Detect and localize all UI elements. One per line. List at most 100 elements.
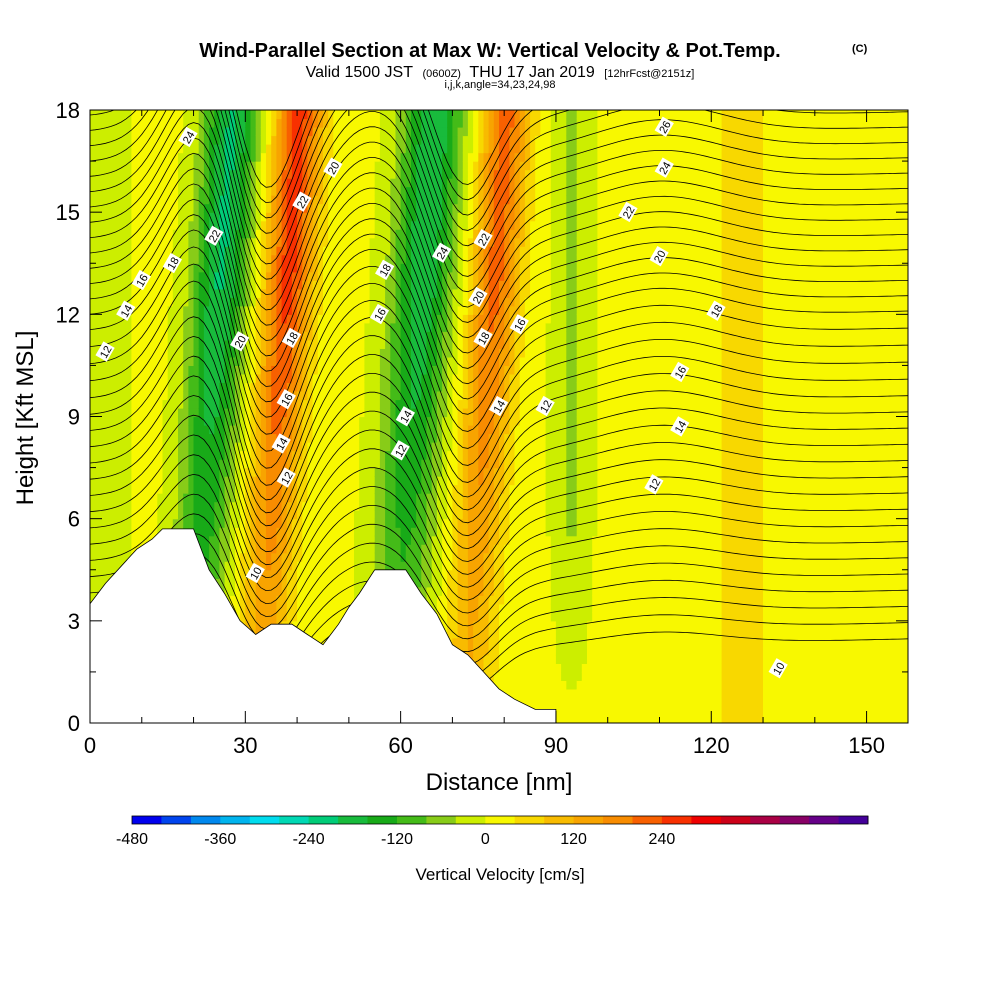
velocity-cell	[411, 425, 417, 435]
velocity-cell	[271, 356, 277, 366]
velocity-cell	[281, 416, 288, 426]
velocity-cell	[317, 552, 324, 562]
velocity-cell	[240, 271, 246, 281]
velocity-cell	[245, 493, 252, 503]
velocity-cell	[152, 339, 158, 349]
velocity-cell	[188, 280, 195, 290]
velocity-cell	[219, 288, 226, 298]
velocity-cell	[260, 186, 267, 196]
velocity-cell	[281, 365, 288, 375]
velocity-cell	[364, 425, 371, 435]
velocity-cell	[183, 169, 189, 179]
velocity-cell	[172, 118, 179, 128]
velocity-cell	[442, 331, 448, 341]
velocity-cell	[115, 399, 122, 409]
velocity-cell	[307, 416, 314, 426]
velocity-cell	[390, 510, 397, 520]
velocity-cell	[188, 161, 195, 171]
velocity-cell	[416, 203, 422, 213]
velocity-cell	[317, 408, 324, 418]
velocity-cell	[105, 408, 112, 418]
velocity-cell	[229, 280, 236, 290]
velocity-cell	[131, 195, 138, 205]
velocity-cell	[426, 373, 433, 383]
velocity-cell	[286, 442, 293, 452]
velocity-cell	[100, 110, 107, 120]
velocity-cell	[395, 373, 402, 383]
velocity-cell	[276, 135, 283, 145]
velocity-cell	[224, 408, 231, 418]
velocity-cell	[141, 391, 148, 401]
velocity-cell	[266, 127, 272, 137]
velocity-cell	[105, 280, 112, 290]
velocity-cell	[328, 493, 334, 503]
velocity-cell	[266, 271, 272, 281]
velocity-cell	[286, 408, 293, 418]
velocity-cell	[411, 535, 417, 545]
velocity-cell	[188, 493, 195, 503]
velocity-cell	[312, 459, 319, 469]
velocity-cell	[317, 603, 324, 613]
velocity-cell	[260, 399, 267, 409]
velocity-cell	[255, 339, 262, 349]
velocity-cell	[323, 339, 329, 349]
velocity-cell	[317, 493, 324, 503]
velocity-cell	[224, 365, 231, 375]
velocity-cell	[286, 220, 293, 230]
velocity-cell	[245, 382, 252, 392]
velocity-cell	[323, 305, 329, 315]
velocity-cell	[312, 203, 319, 213]
velocity-cell	[209, 195, 215, 205]
velocity-cell	[203, 373, 210, 383]
velocity-cell	[307, 212, 314, 222]
velocity-cell	[395, 544, 402, 554]
velocity-cell	[126, 331, 132, 341]
velocity-cell	[162, 322, 169, 332]
velocity-cell	[436, 356, 443, 366]
velocity-cell	[436, 110, 443, 120]
velocity-cell	[146, 484, 153, 494]
velocity-cell	[203, 254, 210, 264]
velocity-cell	[162, 195, 169, 205]
velocity-cell	[297, 442, 303, 452]
velocity-cell	[291, 518, 298, 528]
velocity-cell	[198, 373, 205, 383]
velocity-cell	[167, 169, 174, 179]
velocity-cell	[421, 348, 428, 358]
velocity-cell	[162, 305, 169, 315]
velocity-cell	[224, 297, 231, 307]
velocity-cell	[219, 510, 226, 520]
velocity-cell	[162, 135, 169, 145]
velocity-cell	[276, 271, 283, 281]
velocity-cell	[188, 169, 195, 179]
velocity-cell	[209, 331, 215, 341]
velocity-cell	[178, 450, 184, 460]
velocity-cell	[328, 305, 334, 315]
velocity-cell	[146, 467, 153, 477]
velocity-cell	[100, 118, 107, 128]
velocity-cell	[436, 603, 443, 613]
velocity-cell	[379, 510, 386, 520]
velocity-cell	[95, 186, 101, 196]
velocity-cell	[302, 603, 309, 613]
velocity-cell	[421, 518, 428, 528]
velocity-cell	[411, 365, 417, 375]
velocity-cell	[188, 263, 195, 273]
velocity-cell	[162, 161, 169, 171]
velocity-cell	[157, 144, 164, 154]
velocity-cell	[374, 408, 381, 418]
velocity-cell	[172, 203, 179, 213]
velocity-cell	[411, 552, 417, 562]
velocity-cell	[411, 169, 417, 179]
velocity-cell	[209, 203, 215, 213]
velocity-cell	[260, 442, 267, 452]
velocity-cell	[442, 203, 448, 213]
velocity-cell	[302, 152, 309, 162]
velocity-cell	[302, 297, 309, 307]
velocity-cell	[271, 322, 277, 332]
velocity-cell	[235, 578, 241, 588]
velocity-cell	[390, 425, 397, 435]
velocity-cell	[354, 467, 360, 477]
velocity-cell	[266, 382, 272, 392]
velocity-cell	[281, 263, 288, 273]
